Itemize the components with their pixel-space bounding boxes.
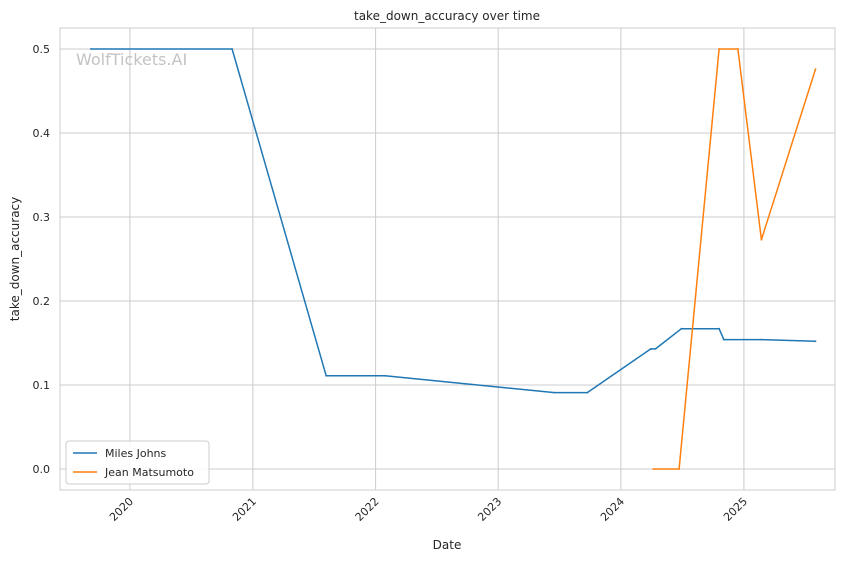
data-point-miles-johns-4 [553, 391, 556, 394]
x-axis-label: Date [433, 538, 462, 552]
legend-label-jean-matsumoto: Jean Matsumoto [104, 466, 194, 479]
data-point-miles-johns-6 [649, 348, 652, 350]
data-point-miles-johns-5 [586, 391, 589, 394]
data-point-jean-matsumoto-4 [760, 238, 763, 241]
data-point-miles-johns-7 [654, 348, 657, 350]
plot-area-frame [59, 27, 836, 491]
data-point-miles-johns-2 [325, 374, 328, 377]
data-point-jean-matsumoto-0 [652, 468, 655, 470]
y-axis-label: take_down_accuracy [8, 197, 22, 321]
chart-title: take_down_accuracy over time [354, 9, 540, 23]
y-tick-label-1: 0.1 [33, 379, 51, 392]
data-point-miles-johns-3 [384, 374, 386, 377]
y-tick-label-5: 0.5 [33, 43, 51, 56]
y-tick-label-3: 0.3 [33, 211, 51, 224]
data-point-miles-johns-11 [760, 338, 763, 341]
y-tick-label-2: 0.2 [33, 295, 51, 308]
data-point-miles-johns-1 [231, 48, 234, 50]
watermark: WolfTickets.AI [76, 50, 187, 69]
y-tick-label-4: 0.4 [33, 127, 51, 140]
legend-frame [65, 440, 210, 485]
series-line-jean-matsumoto [653, 48, 817, 470]
data-point-miles-johns-10 [722, 338, 725, 341]
data-point-miles-johns-8 [680, 327, 683, 330]
grid [60, 28, 835, 490]
data-point-jean-matsumoto-5 [814, 68, 817, 71]
data-point-miles-johns-0 [90, 48, 92, 50]
y-tick-label-0: 0.0 [33, 463, 51, 476]
legend: Miles Johns Jean Matsumoto [65, 440, 210, 485]
data-point-jean-matsumoto-3 [737, 48, 739, 50]
legend-label-miles-johns: Miles Johns [105, 447, 167, 460]
data-point-miles-johns-12 [814, 340, 817, 343]
series-lines [90, 48, 817, 470]
data-point-jean-matsumoto-2 [718, 48, 720, 50]
data-point-miles-johns-9 [718, 327, 720, 330]
data-point-jean-matsumoto-1 [678, 468, 680, 470]
